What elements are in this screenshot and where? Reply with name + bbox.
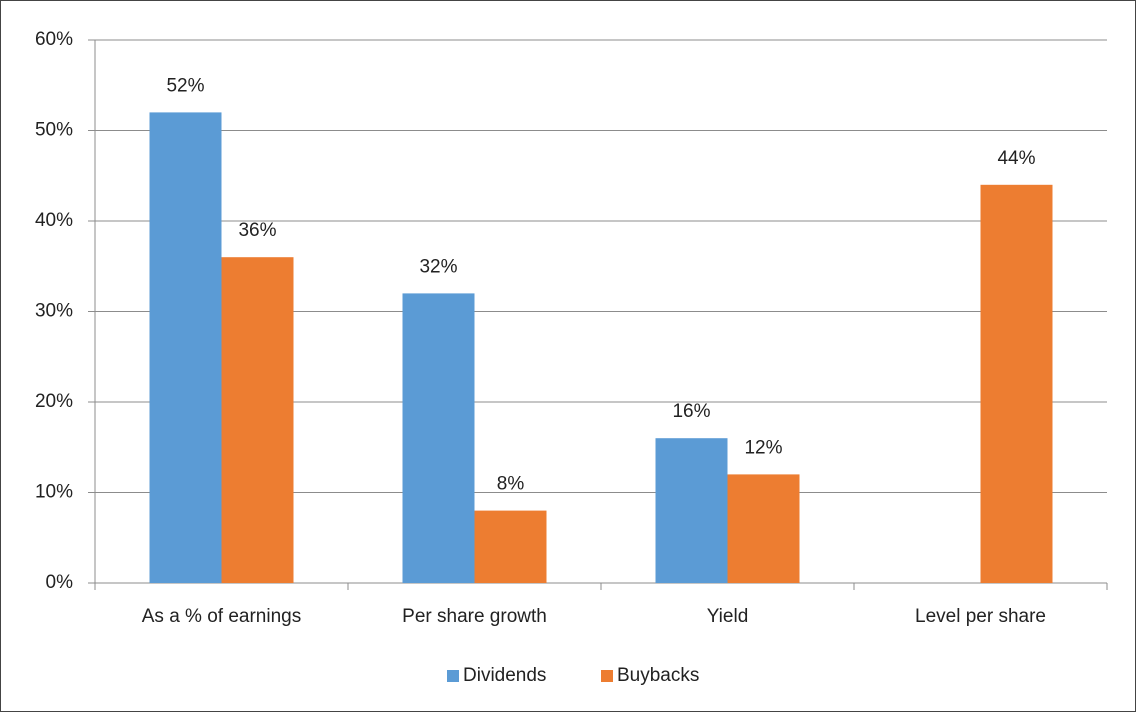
data-label: 12% [744,437,782,458]
bar [980,184,1053,584]
bar [221,257,294,583]
data-label: 32% [419,256,457,277]
data-label: 8% [497,474,525,495]
data-label: 52% [166,75,204,96]
bar [655,438,728,583]
data-label: 36% [238,220,276,241]
legend-swatch [601,670,613,682]
data-label: 16% [672,401,710,422]
y-tick-label: 0% [46,572,74,593]
y-tick-label: 60% [35,29,73,50]
data-label: 44% [997,148,1035,169]
y-tick-label: 30% [35,301,73,322]
x-tick-label: Yield [707,606,749,627]
bar [149,112,222,584]
y-tick-label: 20% [35,391,73,412]
legend-swatch [447,670,459,682]
y-tick-label: 50% [35,120,73,141]
legend-label: Buybacks [617,665,699,686]
x-tick-label: As a % of earnings [142,606,301,627]
bar [402,293,475,583]
x-tick-label: Level per share [915,606,1046,627]
legend-label: Dividends [463,665,546,686]
y-tick-label: 10% [35,482,73,503]
y-tick-label: 40% [35,210,73,231]
bar [727,474,800,583]
x-tick-label: Per share growth [402,606,547,627]
bar [474,510,547,583]
